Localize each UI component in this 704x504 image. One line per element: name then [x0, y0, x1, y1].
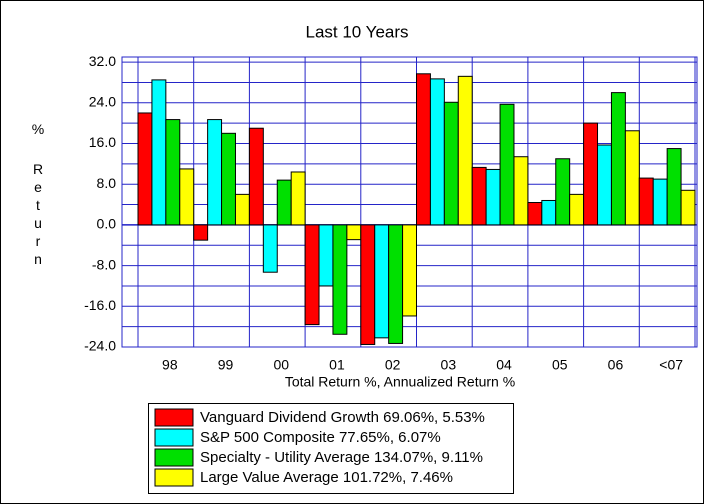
x-tick-label: 00	[273, 357, 289, 373]
bar	[527, 202, 543, 226]
y-tick-label: -24.0	[84, 338, 116, 354]
bar	[680, 189, 696, 226]
y-tick-label: 24.0	[89, 93, 116, 109]
bar	[416, 73, 431, 226]
bar	[346, 224, 362, 241]
bar	[583, 122, 599, 226]
bar	[374, 224, 390, 339]
bar	[457, 75, 473, 226]
bar	[388, 224, 404, 344]
bar	[193, 224, 209, 241]
x-tick-label: 02	[385, 357, 401, 373]
bar	[151, 79, 167, 226]
x-tick-label: 03	[441, 357, 457, 373]
bar	[137, 112, 153, 226]
bar	[360, 224, 376, 345]
legend-swatch	[154, 408, 194, 427]
x-tick-label: <07	[659, 357, 683, 373]
x-axis-label: Total Return %, Annualized Return %	[285, 374, 515, 390]
bar	[304, 224, 320, 326]
legend-swatch	[154, 428, 194, 447]
bar	[165, 119, 181, 226]
bar	[318, 224, 334, 287]
bar	[597, 144, 612, 226]
y-tick-label: -16.0	[84, 297, 116, 313]
bar	[276, 179, 292, 226]
x-tick-label: 99	[218, 357, 234, 373]
bar	[221, 132, 236, 226]
bar	[429, 78, 445, 226]
bar	[541, 199, 557, 226]
bar	[555, 158, 571, 226]
legend-label: Specialty - Utility Average 134.07%, 9.1…	[200, 449, 483, 466]
bar	[652, 178, 668, 226]
x-tick-label: 98	[162, 357, 178, 373]
bar	[443, 101, 459, 226]
bar	[471, 166, 487, 226]
bar	[569, 193, 585, 226]
bar	[234, 193, 250, 226]
bar	[262, 224, 278, 273]
bar	[666, 148, 682, 226]
legend-swatch	[154, 468, 194, 487]
legend-label: S&P 500 Composite 77.65%, 6.07%	[200, 429, 441, 446]
bar	[485, 168, 501, 226]
bar	[290, 171, 306, 226]
y-tick-label: -8.0	[92, 256, 116, 272]
bar	[513, 156, 529, 226]
y-tick-label: 0.0	[97, 216, 117, 232]
legend-label: Large Value Average 101.72%, 7.46%	[200, 469, 453, 486]
legend-swatch	[154, 448, 194, 467]
bar	[402, 224, 418, 317]
x-tick-label: 06	[608, 357, 624, 373]
x-tick-label: 05	[552, 357, 568, 373]
bar	[638, 177, 654, 226]
y-tick-label: 32.0	[89, 53, 116, 69]
x-tick-label: 01	[329, 357, 345, 373]
legend-box	[148, 403, 514, 494]
bar	[207, 119, 223, 226]
y-tick-label: 8.0	[97, 175, 117, 191]
bar	[499, 103, 515, 226]
bar	[624, 130, 640, 226]
bar	[610, 92, 626, 226]
x-tick-label: 04	[496, 357, 512, 373]
bar	[332, 224, 348, 335]
chart-title: Last 10 Years	[305, 22, 408, 41]
y-tick-label: 16.0	[89, 134, 116, 150]
bar	[179, 168, 195, 226]
bar	[248, 127, 264, 226]
legend-label: Vanguard Dividend Growth 69.06%, 5.53%	[200, 409, 485, 426]
